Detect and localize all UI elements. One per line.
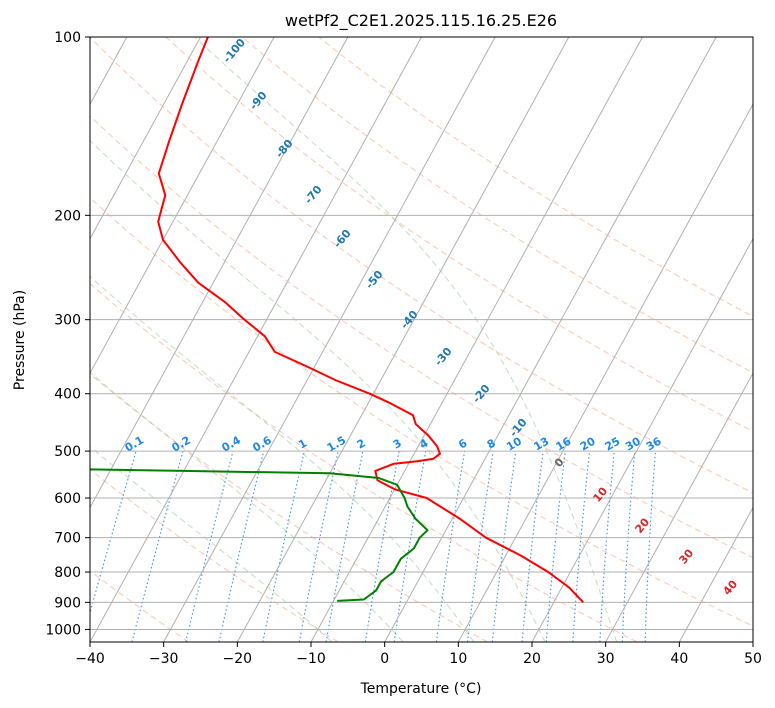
dry-adiabat-line — [90, 115, 753, 559]
isotherm-gridline — [90, 37, 275, 375]
x-tick-label: 40 — [670, 651, 688, 667]
isotherm-gridline — [531, 237, 753, 642]
dry-adiabat-label: -100 — [220, 36, 248, 66]
moist-adiabat-line — [90, 140, 546, 642]
dry-adiabat-label: -40 — [398, 308, 421, 332]
isotherm-gridline — [90, 37, 201, 240]
background-line-labels: 0.1 0.2 0.4 0.6 1 1.5 2 3 4 6 8 10 13 16 20 25 30 36-100-… — [123, 36, 741, 598]
y-tick-label: 300 — [54, 313, 81, 329]
y-tick-label: 400 — [54, 387, 81, 403]
isotherm-gridline — [384, 37, 717, 642]
dry-adiabat-label: -90 — [247, 89, 270, 113]
y-tick-label: 700 — [54, 531, 81, 547]
chart-title: wetPf2_C2E1.2025.115.16.25.E26 — [285, 11, 557, 31]
moist-adiabat-line — [90, 275, 475, 642]
dewpoint-profile-line — [90, 468, 429, 602]
y-tick-label: 100 — [54, 30, 81, 46]
x-tick-label: −40 — [75, 651, 105, 667]
mixing-ratio-line — [90, 450, 137, 615]
moist-adiabat-line — [90, 371, 404, 642]
mixing-ratio-line — [572, 451, 591, 642]
mixing-ratio-line — [545, 451, 566, 642]
isotherm-gridline — [310, 37, 643, 642]
dry-adiabat-line — [90, 468, 339, 642]
dry-adiabat-label: -70 — [302, 183, 325, 207]
dry-adiabat-line — [241, 37, 753, 374]
y-tick-label: 500 — [54, 444, 81, 460]
mixing-ratio-line — [466, 451, 494, 642]
x-tick-label: 20 — [523, 651, 541, 667]
y-tick-label: 1000 — [45, 622, 81, 638]
dry-adiabat-line — [318, 37, 753, 318]
moist-adiabat-line — [90, 446, 333, 642]
x-tick-label: −10 — [296, 651, 326, 667]
isotherm-gridline — [236, 37, 570, 642]
isotherm-gridline — [457, 103, 753, 642]
mixing-ratio-line — [491, 451, 517, 642]
dry-adiabat-label: 30 — [676, 546, 696, 566]
dry-adiabat-line — [90, 570, 190, 642]
dry-adiabat-label: -20 — [470, 382, 493, 406]
y-tick-label: 200 — [54, 208, 81, 224]
x-tick-label: 0 — [380, 651, 389, 667]
mixing-ratio-line — [131, 450, 184, 642]
dry-adiabat-label: 10 — [590, 484, 610, 504]
y-tick-label: 800 — [54, 565, 81, 581]
x-tick-label: 50 — [744, 651, 762, 667]
plot-frame — [89, 36, 754, 643]
y-axis: 100 200 300 400 500 600 700 800 900 1000 — [45, 30, 90, 638]
x-tick-label: −20 — [223, 651, 253, 667]
dry-adiabat-line — [90, 373, 488, 642]
isotherm-gridline — [678, 506, 753, 642]
mixing-ratio-label: 6 — [456, 436, 469, 451]
dry-adiabat-label: -60 — [331, 227, 354, 251]
dry-adiabat-line — [90, 282, 638, 642]
isotherm-gridline — [90, 37, 349, 509]
dry-adiabat-label: -10 — [507, 416, 530, 440]
mixing-ratio-line — [521, 451, 544, 642]
dry-adiabat-label: -80 — [273, 137, 296, 161]
x-tick-label: 30 — [597, 651, 615, 667]
dry-adiabat-line — [90, 197, 753, 627]
mixing-ratio-label: 2 — [355, 437, 368, 452]
y-tick-label: 600 — [54, 491, 81, 507]
plot-area — [90, 37, 753, 642]
dry-adiabat-label: 40 — [720, 577, 740, 597]
mixing-ratio-line — [218, 450, 265, 642]
dry-adiabat-label: -30 — [432, 345, 455, 369]
mixing-ratio-label: 4 — [417, 436, 430, 451]
x-tick-label: −30 — [149, 651, 179, 667]
isotherm-gridline — [90, 37, 422, 642]
mixing-ratio-line — [185, 450, 234, 642]
y-tick-label: 900 — [54, 595, 81, 611]
isotherm-gridline — [605, 372, 753, 642]
mixing-ratio-label: 3 — [391, 437, 404, 452]
y-axis-label: Pressure (hPa) — [12, 290, 28, 390]
mixing-ratio-line — [644, 451, 657, 642]
x-tick-label: 10 — [449, 651, 467, 667]
mixing-ratio-line — [621, 451, 636, 642]
mixing-ratio-line — [262, 450, 305, 642]
dry-adiabat-line — [90, 37, 753, 494]
mixing-ratio-line — [435, 451, 466, 642]
moist-adiabat-line — [194, 37, 618, 642]
x-axis-label: Temperature (°C) — [360, 681, 482, 697]
temperature-profile-line — [157, 37, 584, 603]
dry-adiabat-line — [165, 37, 753, 432]
isotherm-gridline — [752, 640, 753, 642]
x-axis: −40 −30 −20 −10 0 10 20 30 40 50 — [75, 642, 762, 667]
isotherm-gridline — [163, 37, 496, 642]
